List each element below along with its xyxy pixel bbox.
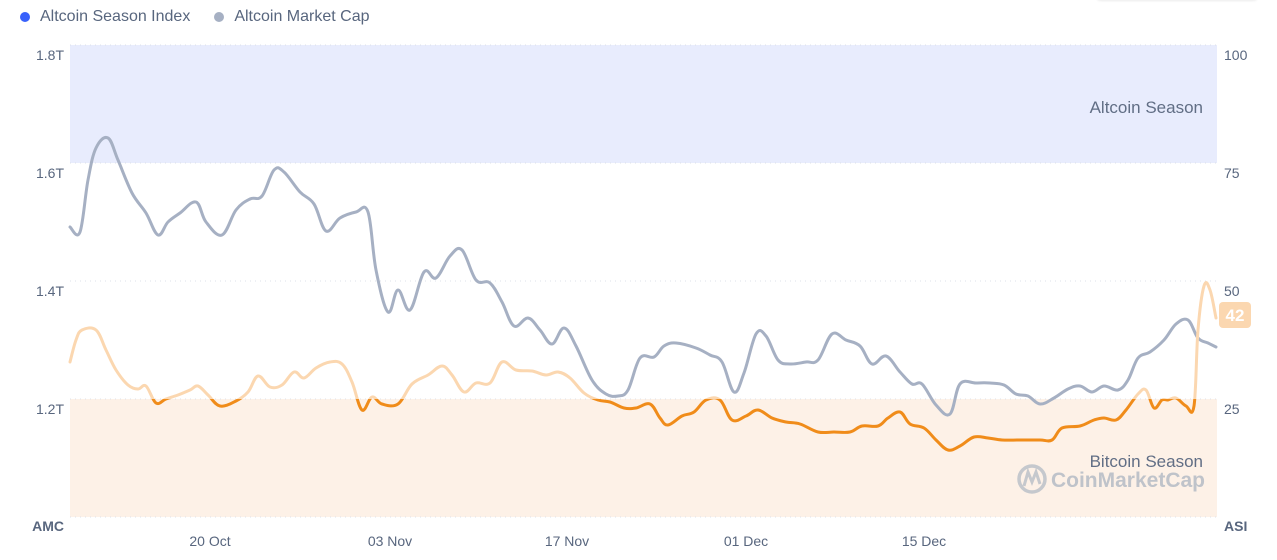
- left-tick: 1.6T: [36, 165, 64, 181]
- watermark-text: CoinMarketCap: [1051, 469, 1205, 492]
- left-axis-title: AMC: [32, 518, 64, 534]
- altcoin-market-cap-line[interactable]: [68, 135, 1218, 417]
- chart-legend: Altcoin Season Index Altcoin Market Cap: [20, 8, 370, 26]
- coinmarketcap-logo-icon: [1017, 464, 1047, 494]
- left-tick: 1.2T: [36, 401, 64, 417]
- legend-dot-icon: [20, 12, 30, 22]
- altcoin-season-label: Altcoin Season: [1090, 98, 1203, 117]
- current-value-text: 42: [1226, 306, 1245, 325]
- legend-dot-icon: [214, 12, 225, 22]
- current-value-badge: 42: [1219, 302, 1251, 328]
- altcoin-season-zone: [70, 45, 1217, 163]
- altcoin-season-index-line-bitcoin-zone[interactable]: [70, 283, 1216, 452]
- left-tick: 1.4T: [36, 283, 64, 299]
- legend-item-altcoin-season-index[interactable]: Altcoin Season Index: [20, 8, 190, 26]
- right-tick: 25: [1224, 401, 1240, 417]
- left-tick: 1.8T: [36, 47, 64, 63]
- right-tick: 50: [1224, 283, 1240, 299]
- gridlines: [70, 44, 1217, 518]
- legend-item-altcoin-market-cap[interactable]: Altcoin Market Cap: [214, 8, 370, 26]
- right-axis-title: ASI: [1224, 518, 1247, 534]
- legend-label: Altcoin Market Cap: [234, 8, 370, 25]
- bitcoin-season-zone: [70, 399, 1217, 517]
- x-tick: 20 Oct: [189, 533, 230, 549]
- x-tick: 03 Nov: [368, 533, 412, 549]
- right-tick: 100: [1224, 47, 1248, 63]
- x-tick: 15 Dec: [902, 533, 946, 549]
- x-tick: 17 Nov: [545, 533, 589, 549]
- bitcoin-season-label: Bitcoin Season: [1090, 452, 1203, 471]
- legend-label: Altcoin Season Index: [40, 8, 191, 25]
- right-tick: 75: [1224, 165, 1240, 181]
- x-tick: 01 Dec: [724, 533, 768, 549]
